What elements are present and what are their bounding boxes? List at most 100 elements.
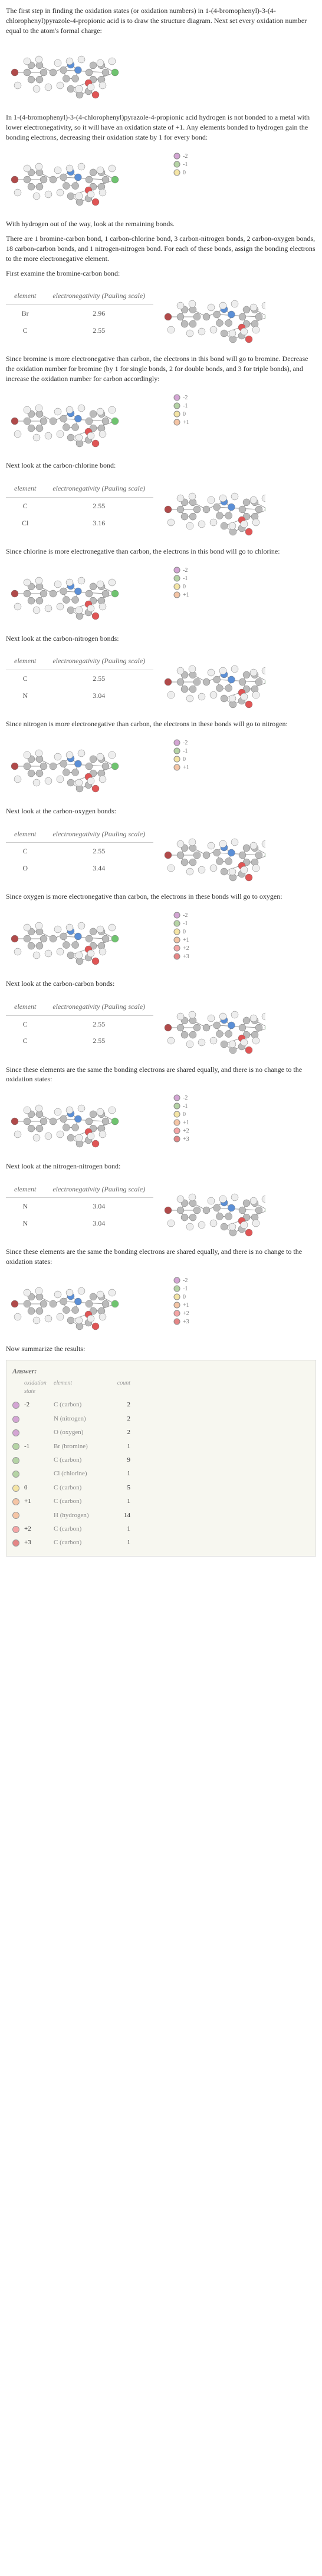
result-row: O (oxygen)2 <box>12 1426 310 1439</box>
bonds-list-text: There are 1 bromine-carbon bond, 1 carbo… <box>6 234 316 263</box>
oxidation-dot <box>12 1539 19 1547</box>
svg-text:-2: -2 <box>183 567 188 574</box>
structure-diagram-hydrogen: -2-10 <box>6 147 316 215</box>
electronegativity-table: elementelectronegativity (Pauling scale)… <box>6 653 153 704</box>
result-diagram: -2 -1 0+1 <box>6 734 316 802</box>
section-intro: Next look at the carbon-nitrogen bonds: <box>6 634 316 644</box>
table-row: N3.04 <box>6 1215 153 1232</box>
result-row: H (hydrogen)14 <box>12 1509 310 1522</box>
result-diagram: -2-10+1+2+3 <box>6 906 316 974</box>
table-row: Br2.96 <box>6 305 153 322</box>
svg-text:0: 0 <box>183 584 186 590</box>
section-explain: Since oxygen is more electronegative tha… <box>6 892 316 902</box>
svg-text:+1: +1 <box>183 419 189 426</box>
table-row: O3.44 <box>6 860 153 877</box>
svg-text:0: 0 <box>183 929 186 935</box>
result-header: oxidation state element count <box>12 1379 310 1398</box>
electronegativity-table: elementelectronegativity (Pauling scale)… <box>6 287 153 339</box>
svg-text:-2: -2 <box>183 740 188 746</box>
electronegativity-table: elementelectronegativity (Pauling scale)… <box>6 998 153 1049</box>
result-row: -2C (carbon)2 <box>12 1398 310 1412</box>
section-intro: Next look at the nitrogen-nitrogen bond: <box>6 1161 316 1171</box>
svg-text:-1: -1 <box>183 1286 188 1292</box>
section-intro: Next look at the carbon-chlorine bond: <box>6 461 316 471</box>
table-row: C2.55 <box>6 843 153 860</box>
svg-text:0: 0 <box>183 756 186 763</box>
oxidation-dot <box>12 1485 19 1492</box>
oxidation-dot <box>12 1429 19 1436</box>
svg-text:0: 0 <box>183 411 186 418</box>
result-row: Cl (chlorine)1 <box>12 1467 310 1481</box>
svg-text:+3: +3 <box>183 1136 189 1143</box>
svg-text:-1: -1 <box>183 921 188 927</box>
result-row: +2C (carbon)1 <box>12 1522 310 1536</box>
result-row: 0C (carbon)5 <box>12 1481 310 1495</box>
table-row: N3.04 <box>6 687 153 704</box>
section-explain: Since bromine is more electronegative th… <box>6 354 316 383</box>
table-row: C2.55 <box>6 322 153 339</box>
side-diagram <box>159 998 316 1060</box>
svg-text:0: 0 <box>183 170 186 176</box>
svg-text:+3: +3 <box>183 1319 189 1325</box>
svg-text:-1: -1 <box>183 1103 188 1110</box>
side-diagram <box>159 653 316 714</box>
svg-text:-2: -2 <box>183 912 188 919</box>
result-diagram: -2 -1 0+1 <box>6 389 316 456</box>
side-diagram <box>159 1181 316 1243</box>
oxidation-dot <box>12 1526 19 1533</box>
svg-text:+2: +2 <box>183 945 189 952</box>
section-explain: Since these elements are the same the bo… <box>6 1247 316 1267</box>
result-row: C (carbon)9 <box>12 1453 310 1467</box>
summarize-text: Now summarize the results: <box>6 1344 316 1354</box>
result-diagram: -2-1 0 +1 <box>6 561 316 629</box>
svg-text:+2: +2 <box>183 1128 189 1134</box>
oxidation-dot <box>12 1498 19 1505</box>
table-row: Cl3.16 <box>6 515 153 532</box>
svg-text:0: 0 <box>183 1111 186 1118</box>
svg-text:+1: +1 <box>183 592 189 598</box>
svg-text:+1: +1 <box>183 764 189 771</box>
answer-box: Answer: oxidation state element count -2… <box>6 1360 316 1557</box>
svg-text:-2: -2 <box>183 153 188 160</box>
oxidation-dot <box>12 1512 19 1519</box>
electronegativity-table: elementelectronegativity (Pauling scale)… <box>6 826 153 877</box>
oxidation-dot <box>12 1416 19 1423</box>
section-intro: First examine the bromine-carbon bond: <box>6 269 316 279</box>
section-explain: Since nitrogen is more electronegative t… <box>6 719 316 729</box>
table-row: C2.55 <box>6 670 153 687</box>
svg-text:+2: +2 <box>183 1310 189 1317</box>
result-diagram: -2 -10 +1 +2 +3 <box>6 1089 316 1157</box>
svg-text:+1: +1 <box>183 1120 189 1126</box>
section-intro: Next look at the carbon-oxygen bonds: <box>6 806 316 816</box>
svg-text:+1: +1 <box>183 1302 189 1309</box>
side-diagram <box>159 480 316 542</box>
intro-text: The first step in finding the oxidation … <box>6 6 316 35</box>
svg-text:-1: -1 <box>183 748 188 754</box>
side-diagram <box>159 826 316 888</box>
svg-text:0: 0 <box>183 1294 186 1300</box>
answer-label: Answer: <box>12 1366 310 1376</box>
electronegativity-table: elementelectronegativity (Pauling scale)… <box>6 480 153 531</box>
remaining-text: With hydrogen out of the way, look at th… <box>6 219 316 229</box>
structure-diagram-initial <box>6 40 316 108</box>
svg-text:-2: -2 <box>183 1095 188 1101</box>
table-row: C2.55 <box>6 1032 153 1049</box>
section-explain: Since chlorine is more electronegative t… <box>6 547 316 557</box>
table-row: N3.04 <box>6 1198 153 1215</box>
svg-text:-2: -2 <box>183 1277 188 1284</box>
table-row: C2.55 <box>6 1015 153 1032</box>
side-diagram <box>159 287 316 349</box>
svg-text:-1: -1 <box>183 403 188 409</box>
oxidation-dot <box>12 1457 19 1464</box>
result-diagram: -2 -1 0 +1+2 +3 <box>6 1272 316 1339</box>
svg-text:-2: -2 <box>183 395 188 401</box>
table-row: C2.55 <box>6 497 153 514</box>
oxidation-dot <box>12 1443 19 1450</box>
result-row: -1Br (bromine)1 <box>12 1440 310 1453</box>
svg-text:+3: +3 <box>183 953 189 960</box>
oxidation-dot <box>12 1471 19 1478</box>
result-row: N (nitrogen)2 <box>12 1412 310 1426</box>
svg-text:-1: -1 <box>183 575 188 582</box>
section-explain: Since these elements are the same the bo… <box>6 1065 316 1085</box>
electronegativity-table: elementelectronegativity (Pauling scale)… <box>6 1181 153 1232</box>
